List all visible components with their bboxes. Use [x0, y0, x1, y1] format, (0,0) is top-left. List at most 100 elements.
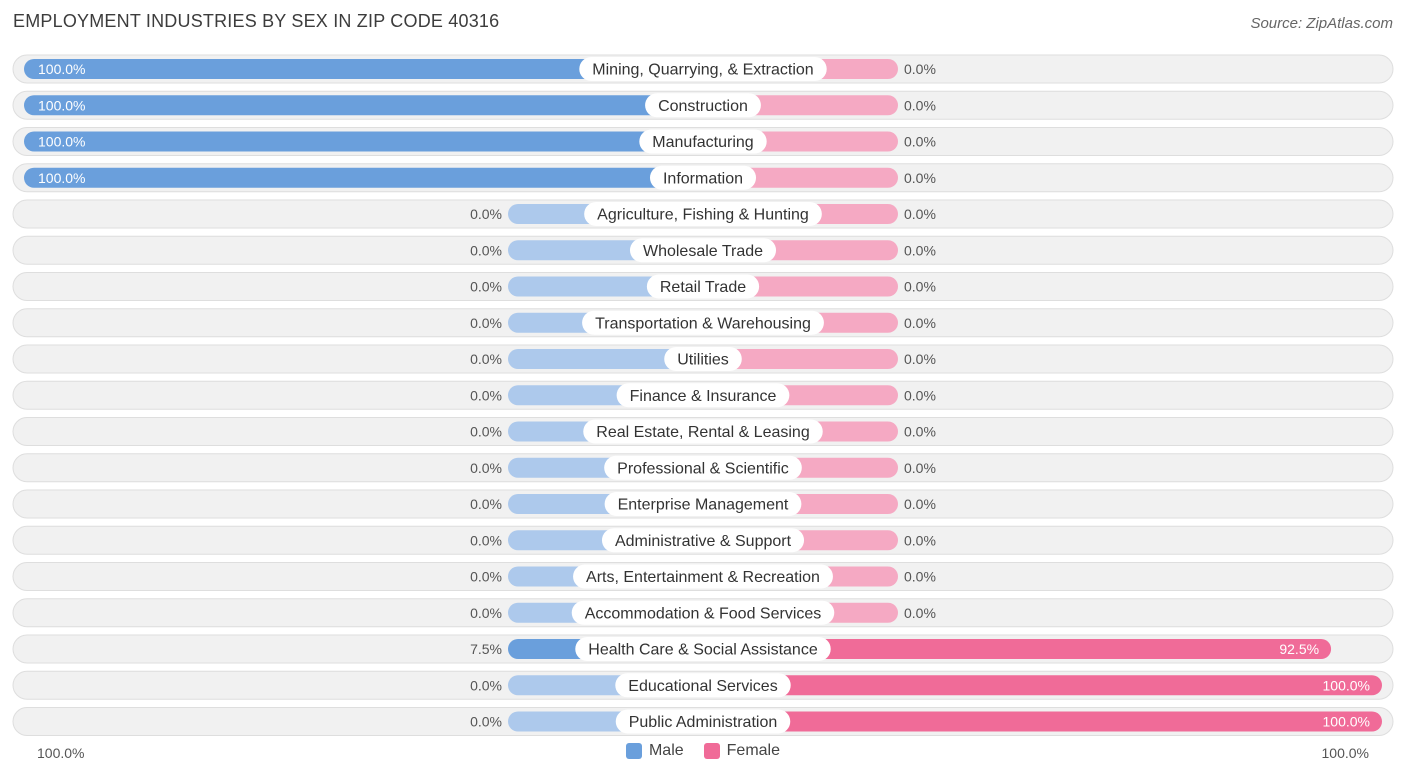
category-label: Finance & Insurance [630, 388, 777, 405]
value-label-female: 0.0% [904, 496, 936, 512]
category-label-pill [615, 673, 791, 698]
category-row: 0.0% 100.0% Public Administration [12, 707, 1394, 736]
bar-male [24, 131, 703, 152]
category-label-pill [604, 492, 802, 516]
value-label-male: 100.0% [38, 134, 85, 150]
category-label: Construction [658, 98, 748, 115]
value-label-female: 0.0% [904, 97, 936, 113]
category-label: Health Care & Social Assistance [588, 642, 818, 659]
value-label-male: 0.0% [470, 605, 502, 621]
value-label-male: 0.0% [470, 206, 502, 222]
value-label-male: 0.0% [470, 351, 502, 367]
value-label-male: 0.0% [470, 424, 502, 440]
category-label-pill [571, 600, 835, 625]
category-row: 0.0% 0.0% Accommodation & Food Services [12, 598, 1394, 628]
category-label-pill [573, 564, 833, 589]
category-row: 100.0% 0.0% Construction [12, 90, 1394, 120]
category-row: 7.5% 92.5% Health Care & Social Assistance [12, 634, 1394, 664]
value-label-male: 100.0% [38, 170, 85, 186]
category-row: 0.0% 0.0% Enterprise Management [12, 489, 1394, 519]
value-label-male: 100.0% [38, 97, 85, 113]
category-label-pill [639, 129, 767, 154]
bar-male [24, 167, 703, 188]
bar-female [703, 349, 898, 369]
value-label-female: 0.0% [904, 605, 936, 621]
legend-swatch-female [703, 743, 720, 759]
value-label-female: 0.0% [904, 460, 936, 476]
legend: Male Female [0, 742, 1406, 760]
value-label-male: 0.0% [470, 714, 502, 730]
category-row: 0.0% 0.0% Arts, Entertainment & Recreation [12, 562, 1394, 591]
category-label: Transportation & Warehousing [595, 315, 811, 332]
legend-label-female: Female [726, 742, 781, 759]
category-row: 0.0% 0.0% Real Estate, Rental & Leasing [12, 417, 1394, 446]
value-label-male: 7.5% [470, 641, 502, 657]
value-label-female: 0.0% [904, 569, 936, 585]
category-label-pill [645, 93, 761, 118]
category-row: 0.0% 0.0% Transportation & Warehousing [12, 308, 1394, 338]
axis-label-right: 100.0% [1321, 745, 1369, 761]
category-label: Arts, Entertainment & Recreation [586, 569, 820, 586]
value-label-female: 0.0% [904, 279, 936, 295]
bar-female [703, 711, 1382, 732]
category-label: Professional & Scientific [617, 460, 789, 477]
value-label-male: 0.0% [470, 569, 502, 585]
legend-swatch-male [625, 743, 642, 759]
category-label: Manufacturing [652, 134, 753, 151]
category-label-pill [583, 419, 823, 444]
category-label: Real Estate, Rental & Leasing [596, 424, 809, 441]
category-label: Mining, Quarrying, & Extraction [592, 62, 813, 79]
value-label-female: 0.0% [904, 170, 936, 186]
category-row: 100.0% 0.0% Manufacturing [12, 127, 1394, 156]
source-note: Source: ZipAtlas.com [1250, 15, 1393, 32]
value-label-female: 0.0% [904, 387, 936, 403]
category-row: 0.0% 100.0% Educational Services [12, 670, 1394, 700]
category-row: 0.0% 0.0% Administrative & Support [12, 525, 1394, 555]
category-row: 0.0% 0.0% Retail Trade [12, 272, 1394, 301]
value-label-male: 0.0% [470, 242, 502, 258]
value-label-female: 100.0% [1323, 714, 1370, 730]
value-label-female: 0.0% [904, 61, 936, 77]
category-row: 0.0% 0.0% Professional & Scientific [12, 453, 1394, 483]
value-label-male: 0.0% [470, 496, 502, 512]
value-label-female: 0.0% [904, 424, 936, 440]
value-label-female: 0.0% [904, 134, 936, 150]
category-label-pill [582, 310, 824, 335]
category-row: 100.0% 0.0% Mining, Quarrying, & Extractio… [12, 54, 1394, 84]
category-label-pill [615, 709, 791, 734]
bar-female [703, 675, 1382, 696]
value-label-female: 0.0% [904, 242, 936, 258]
bar-male [24, 59, 703, 79]
value-label-female: 0.0% [904, 351, 936, 367]
value-label-female: 0.0% [904, 315, 936, 331]
category-label-pill [646, 274, 760, 299]
chart-plot: 100.0% 0.0% Mining, Quarrying, & Extractio… [12, 54, 1394, 736]
category-label-pill [649, 165, 757, 190]
legend-item-male: Male [625, 742, 684, 760]
category-label-pill [629, 238, 777, 263]
axis-label-left: 100.0% [37, 745, 85, 761]
value-label-female: 0.0% [904, 206, 936, 222]
legend-label-male: Male [648, 742, 684, 759]
value-label-male: 0.0% [470, 315, 502, 331]
value-label-male: 0.0% [470, 532, 502, 548]
bar-male [508, 349, 703, 369]
category-label: Retail Trade [660, 279, 746, 296]
value-label-male: 0.0% [470, 460, 502, 476]
category-label: Information [663, 170, 743, 187]
category-label-pill [616, 383, 790, 408]
value-label-female: 92.5% [1279, 641, 1319, 657]
value-label-female: 0.0% [904, 532, 936, 548]
category-label: Educational Services [628, 678, 777, 695]
category-label: Administrative & Support [615, 533, 792, 550]
category-label: Public Administration [629, 714, 778, 731]
legend-item-female: Female [703, 742, 781, 760]
value-label-male: 0.0% [470, 387, 502, 403]
category-row: 0.0% 0.0% Wholesale Trade [12, 235, 1394, 265]
category-row: 100.0% 0.0% Information [12, 163, 1394, 193]
category-row: 0.0% 0.0% Finance & Insurance [12, 380, 1394, 410]
category-row: 0.0% 0.0% Agriculture, Fishing & Hunting [12, 199, 1394, 229]
value-label-female: 100.0% [1323, 677, 1370, 693]
value-label-male: 100.0% [38, 61, 85, 77]
value-label-male: 0.0% [470, 677, 502, 693]
